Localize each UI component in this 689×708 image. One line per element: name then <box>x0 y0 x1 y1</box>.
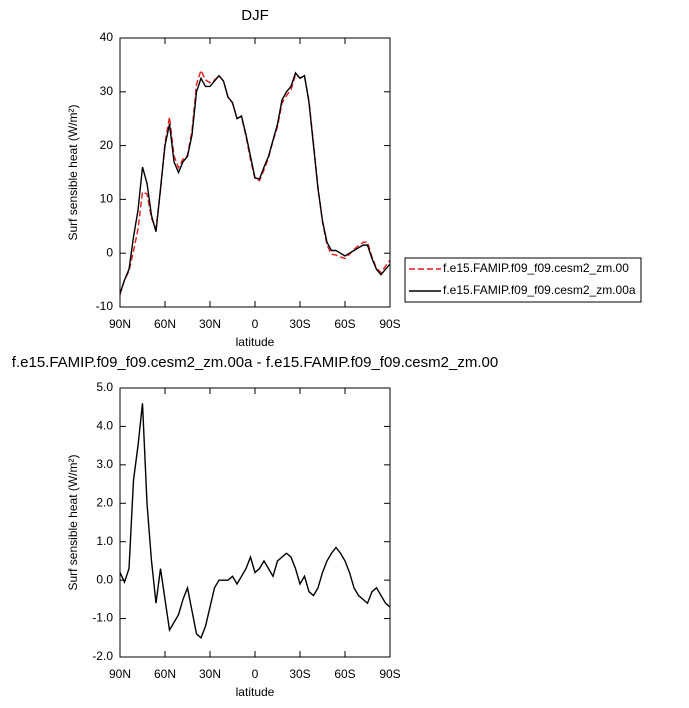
chart-title: DJF <box>241 7 269 24</box>
y-tick-label: 30 <box>100 84 114 98</box>
data-line <box>119 403 391 639</box>
y-axis-label: Surf sensible heat (W/m²) <box>66 454 80 590</box>
legend-label: f.e15.FAMIP.f09_f09.cesm2_zm.00a <box>443 283 636 297</box>
x-tick-label: 90N <box>109 667 131 681</box>
x-tick-label: 30S <box>289 317 310 331</box>
y-tick-label: 2.0 <box>96 495 113 509</box>
x-tick-label: 30S <box>289 667 310 681</box>
x-tick-label: 30N <box>199 317 221 331</box>
x-axis-label: latitude <box>236 685 275 699</box>
x-tick-label: 60S <box>334 667 355 681</box>
x-tick-label: 30N <box>199 667 221 681</box>
y-tick-label: 10 <box>100 192 114 206</box>
y-tick-label: 1.0 <box>96 534 113 548</box>
x-axis-label: latitude <box>236 335 275 349</box>
data-line <box>119 71 391 294</box>
y-tick-label: 4.0 <box>96 419 113 433</box>
legend-label: f.e15.FAMIP.f09_f09.cesm2_zm.00 <box>443 261 629 275</box>
x-tick-label: 90S <box>379 317 400 331</box>
y-tick-label: 3.0 <box>96 457 113 471</box>
data-line <box>119 68 391 295</box>
y-tick-label: 0.0 <box>96 572 113 586</box>
x-tick-label: 0 <box>252 667 259 681</box>
plot-frame <box>119 37 391 308</box>
y-tick-label: -2.0 <box>92 649 113 663</box>
x-tick-label: 60N <box>154 667 176 681</box>
y-tick-label: 0 <box>106 245 113 259</box>
y-axis-label: Surf sensible heat (W/m²) <box>66 104 80 240</box>
x-tick-label: 90S <box>379 667 400 681</box>
plot-frame <box>119 387 391 658</box>
x-tick-label: 60N <box>154 317 176 331</box>
y-tick-label: -10 <box>96 299 114 313</box>
x-tick-label: 0 <box>252 317 259 331</box>
chart-title: f.e15.FAMIP.f09_f09.cesm2_zm.00a - f.e15… <box>12 354 498 371</box>
x-tick-label: 60S <box>334 317 355 331</box>
x-tick-label: 90N <box>109 317 131 331</box>
y-tick-label: 40 <box>100 30 114 44</box>
y-tick-label: 20 <box>100 138 114 152</box>
legend-box <box>404 257 642 303</box>
y-tick-label: -1.0 <box>92 611 113 625</box>
y-tick-label: 5.0 <box>96 380 113 394</box>
